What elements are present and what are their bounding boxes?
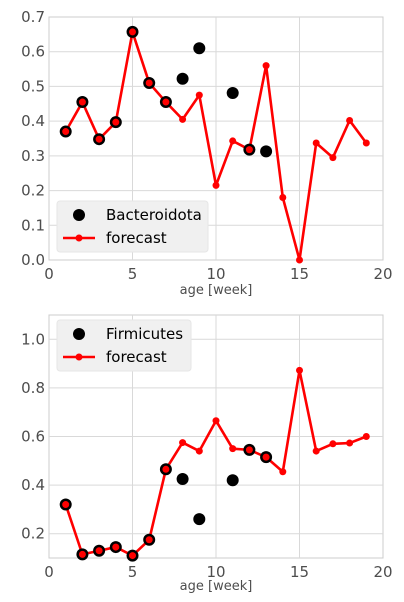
- forecast-point: [279, 194, 287, 202]
- forecast-point: [62, 501, 70, 509]
- x-tick-label: 15: [290, 265, 309, 283]
- observed-point: [176, 473, 189, 486]
- forecast-point: [95, 135, 103, 143]
- x-axis-label: age [week]: [180, 579, 253, 594]
- legend-observed-label: Firmicutes: [106, 325, 183, 343]
- y-tick-label: 0.2: [21, 182, 45, 200]
- y-tick-label: 0.1: [21, 216, 45, 234]
- legend-forecast-marker: [75, 234, 83, 242]
- x-tick-label: 10: [206, 265, 225, 283]
- forecast-point: [212, 181, 220, 189]
- forecast-point: [346, 116, 354, 124]
- x-tick-label: 5: [128, 563, 138, 581]
- forecast-point: [112, 118, 120, 126]
- observed-point: [193, 513, 206, 526]
- x-tick-label: 0: [44, 563, 54, 581]
- forecast-point: [195, 91, 203, 99]
- forecast-point: [262, 62, 270, 70]
- forecast-point: [296, 256, 303, 264]
- forecast-point: [162, 465, 170, 473]
- forecast-point: [346, 439, 354, 447]
- forecast-point: [212, 417, 220, 425]
- y-tick-label: 0.3: [21, 147, 45, 165]
- legend-observed-label: Bacteroidota: [106, 206, 202, 224]
- observed-point: [193, 42, 206, 55]
- y-tick-label: 0.6: [21, 43, 45, 61]
- y-tick-label: 0.2: [21, 525, 45, 543]
- x-tick-label: 20: [373, 563, 392, 581]
- forecast-point: [179, 115, 187, 123]
- forecast-point: [129, 552, 136, 560]
- forecast-point: [262, 453, 270, 461]
- y-tick-label: 0.7: [21, 8, 45, 26]
- observed-point: [176, 72, 189, 85]
- x-tick-label: 15: [290, 563, 309, 581]
- forecast-point: [329, 154, 337, 162]
- y-tick-label: 0.5: [21, 77, 45, 95]
- forecast-point: [145, 79, 153, 87]
- forecast-point: [312, 139, 320, 147]
- forecast-point: [162, 98, 170, 106]
- observed-point: [226, 474, 239, 487]
- x-axis-label: age [week]: [180, 283, 253, 298]
- forecast-point: [78, 550, 86, 558]
- plot-bacteroidota: 0 5 10 15 20 0.0 0.1 0.2 0.3 0.4 0.5 0.6 0.7 age [wee…: [21, 8, 392, 298]
- y-tick-label: 0.4: [21, 112, 45, 130]
- forecast-point: [362, 139, 370, 147]
- y-tick-label: 0.4: [21, 476, 45, 494]
- legend-forecast-marker: [75, 353, 83, 361]
- forecast-point: [245, 446, 253, 454]
- y-tick-label: 0.8: [21, 379, 45, 397]
- x-tick-label: 0: [44, 265, 54, 283]
- x-tick-label: 20: [373, 265, 392, 283]
- legend-forecast-label: forecast: [106, 348, 167, 366]
- forecast-point: [279, 468, 287, 476]
- y-tick-label: 0.6: [21, 428, 45, 446]
- x-tick-label: 5: [128, 265, 138, 283]
- forecast-point: [195, 447, 203, 455]
- legend-observed-marker: [73, 209, 85, 221]
- y-tick-label: 0.0: [21, 251, 45, 269]
- forecast-point: [312, 447, 320, 455]
- legend-forecast-label: forecast: [106, 229, 167, 247]
- forecast-point: [229, 445, 237, 453]
- forecast-point: [145, 536, 153, 544]
- x-tick-label: 10: [206, 563, 225, 581]
- forecast-point: [229, 137, 237, 145]
- forecast-point: [296, 366, 303, 374]
- y-tick-label: 1.0: [21, 330, 45, 348]
- forecast-point: [179, 439, 187, 447]
- legend-observed-marker: [73, 328, 85, 340]
- forecast-point: [129, 28, 136, 36]
- forecast-point: [329, 440, 337, 448]
- observed-point: [260, 145, 273, 158]
- forecast-point: [112, 543, 120, 551]
- forecast-point: [78, 98, 86, 106]
- plot-firmicutes: 0 5 10 15 20 0.2 0.4 0.6 0.8 1.0 age [week] Firmicu…: [21, 314, 393, 594]
- forecast-point: [95, 547, 103, 555]
- observed-point: [226, 87, 239, 100]
- forecast-point: [245, 146, 253, 154]
- forecast-point: [62, 128, 70, 136]
- forecast-point: [362, 433, 370, 440]
